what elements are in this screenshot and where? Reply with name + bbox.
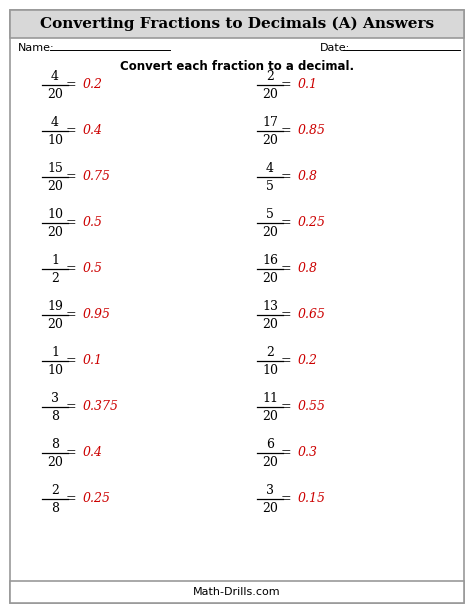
Bar bbox=[10, 10, 464, 38]
Text: 4: 4 bbox=[51, 69, 59, 83]
Text: 0.1: 0.1 bbox=[83, 354, 103, 368]
Text: 6: 6 bbox=[266, 438, 274, 451]
Text: 20: 20 bbox=[262, 272, 278, 284]
Text: 10: 10 bbox=[262, 364, 278, 376]
Text: =: = bbox=[281, 78, 292, 91]
Text: 5: 5 bbox=[266, 207, 274, 221]
Text: 13: 13 bbox=[262, 300, 278, 313]
Text: 0.4: 0.4 bbox=[83, 446, 103, 460]
Text: 0.8: 0.8 bbox=[298, 262, 318, 275]
Text: 3: 3 bbox=[51, 392, 59, 405]
Text: 20: 20 bbox=[262, 88, 278, 101]
Text: =: = bbox=[281, 492, 292, 506]
Text: 20: 20 bbox=[47, 455, 63, 468]
Text: 5: 5 bbox=[266, 180, 274, 192]
Text: 2: 2 bbox=[51, 484, 59, 497]
Text: 0.2: 0.2 bbox=[83, 78, 103, 91]
Text: =: = bbox=[281, 308, 292, 321]
Text: 20: 20 bbox=[47, 88, 63, 101]
Text: Name:: Name: bbox=[18, 43, 55, 53]
Text: 20: 20 bbox=[262, 501, 278, 514]
Text: Date:: Date: bbox=[320, 43, 350, 53]
Text: 0.4: 0.4 bbox=[83, 124, 103, 137]
Bar bbox=[10, 10, 464, 38]
Text: =: = bbox=[66, 400, 76, 414]
Text: 4: 4 bbox=[51, 115, 59, 129]
Text: 16: 16 bbox=[262, 254, 278, 267]
Bar bbox=[10, 581, 464, 603]
Text: 0.3: 0.3 bbox=[298, 446, 318, 460]
Text: 0.25: 0.25 bbox=[83, 492, 111, 506]
Text: 1: 1 bbox=[51, 346, 59, 359]
Text: =: = bbox=[66, 170, 76, 183]
Text: 0.375: 0.375 bbox=[83, 400, 119, 414]
Text: 8: 8 bbox=[51, 409, 59, 422]
Text: 10: 10 bbox=[47, 207, 63, 221]
Text: 3: 3 bbox=[266, 484, 274, 497]
Text: =: = bbox=[281, 170, 292, 183]
Text: 20: 20 bbox=[47, 226, 63, 238]
Text: 10: 10 bbox=[47, 364, 63, 376]
Text: =: = bbox=[281, 262, 292, 275]
Text: 0.95: 0.95 bbox=[83, 308, 111, 321]
Text: 1: 1 bbox=[51, 254, 59, 267]
Text: 0.8: 0.8 bbox=[298, 170, 318, 183]
Text: 2: 2 bbox=[266, 346, 274, 359]
Text: 19: 19 bbox=[47, 300, 63, 313]
Text: =: = bbox=[66, 124, 76, 137]
Text: 0.15: 0.15 bbox=[298, 492, 326, 506]
Text: =: = bbox=[66, 216, 76, 229]
Text: Convert each fraction to a decimal.: Convert each fraction to a decimal. bbox=[120, 59, 354, 72]
Text: 11: 11 bbox=[262, 392, 278, 405]
Text: 20: 20 bbox=[47, 318, 63, 330]
Text: 20: 20 bbox=[262, 318, 278, 330]
Text: 8: 8 bbox=[51, 501, 59, 514]
Text: 2: 2 bbox=[51, 272, 59, 284]
Text: 0.2: 0.2 bbox=[298, 354, 318, 368]
Text: =: = bbox=[66, 446, 76, 460]
Text: Converting Fractions to Decimals (A) Answers: Converting Fractions to Decimals (A) Ans… bbox=[40, 17, 434, 31]
Text: 0.1: 0.1 bbox=[298, 78, 318, 91]
Text: =: = bbox=[66, 262, 76, 275]
Text: =: = bbox=[281, 446, 292, 460]
Text: 0.85: 0.85 bbox=[298, 124, 326, 137]
Text: 2: 2 bbox=[266, 69, 274, 83]
Text: 8: 8 bbox=[51, 438, 59, 451]
Text: =: = bbox=[281, 216, 292, 229]
Text: =: = bbox=[66, 78, 76, 91]
Text: 0.65: 0.65 bbox=[298, 308, 326, 321]
Text: 20: 20 bbox=[262, 455, 278, 468]
Text: 20: 20 bbox=[262, 409, 278, 422]
Text: =: = bbox=[66, 492, 76, 506]
Text: =: = bbox=[281, 400, 292, 414]
Text: 15: 15 bbox=[47, 161, 63, 175]
Text: 0.55: 0.55 bbox=[298, 400, 326, 414]
Text: 17: 17 bbox=[262, 115, 278, 129]
Text: 4: 4 bbox=[266, 161, 274, 175]
Text: =: = bbox=[281, 124, 292, 137]
Bar bbox=[10, 581, 464, 603]
Text: 0.25: 0.25 bbox=[298, 216, 326, 229]
Text: =: = bbox=[281, 354, 292, 368]
Text: 20: 20 bbox=[47, 180, 63, 192]
Text: 0.5: 0.5 bbox=[83, 262, 103, 275]
Text: 10: 10 bbox=[47, 134, 63, 147]
Text: =: = bbox=[66, 308, 76, 321]
Text: 20: 20 bbox=[262, 226, 278, 238]
Text: 20: 20 bbox=[262, 134, 278, 147]
Text: 0.5: 0.5 bbox=[83, 216, 103, 229]
Text: =: = bbox=[66, 354, 76, 368]
Text: 0.75: 0.75 bbox=[83, 170, 111, 183]
Text: Math-Drills.com: Math-Drills.com bbox=[193, 587, 281, 597]
